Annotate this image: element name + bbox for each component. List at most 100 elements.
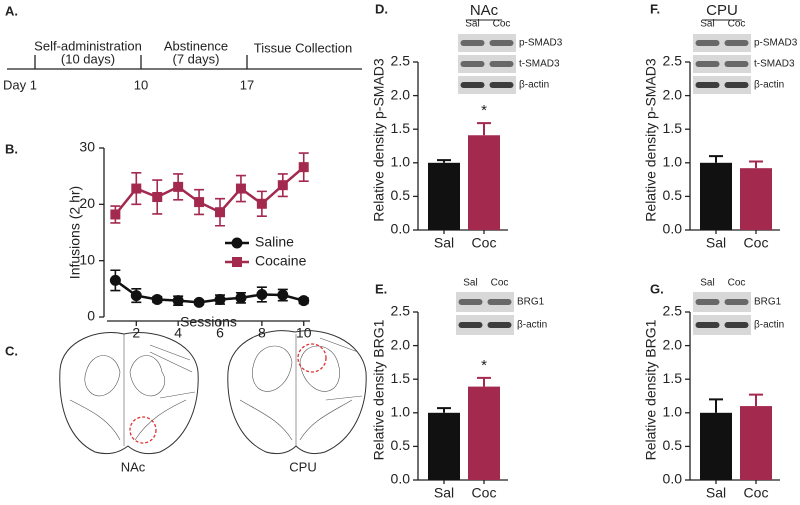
data-point [235, 292, 247, 304]
chart-title: CPU [706, 2, 738, 19]
error-bar [437, 407, 451, 413]
chart-title: NAc [470, 2, 499, 19]
data-point [152, 192, 163, 203]
y-tick-label: 0.0 [663, 471, 683, 487]
y-tick-label: 10 [79, 251, 95, 267]
y-tick-label: 0.0 [391, 471, 411, 487]
data-point [194, 197, 205, 208]
blot-band [695, 40, 720, 46]
y-tick-label: 1.5 [663, 120, 683, 136]
band-label: t-SMAD3 [754, 59, 795, 70]
region-label: CPU [289, 459, 316, 474]
y-tick-label: 1.0 [663, 404, 683, 420]
error-bar [477, 122, 491, 136]
blot-band [489, 61, 514, 67]
blot-strip [693, 76, 751, 94]
band-label: β-actin [519, 80, 549, 91]
x-tick-label: 4 [174, 325, 182, 341]
bar [468, 135, 500, 230]
blot-strip [693, 315, 751, 335]
blot-band [489, 82, 514, 88]
data-point [214, 294, 226, 306]
y-tick-label: 0.0 [391, 221, 411, 237]
y-tick-label: 2.5 [391, 53, 411, 69]
data-point [110, 209, 121, 220]
y-tick-label: 20 [79, 195, 95, 211]
blot-band [489, 40, 514, 46]
y-tick-label: 1.5 [663, 370, 683, 386]
blot-strip [456, 292, 514, 312]
band-label: BRG1 [754, 297, 782, 308]
data-point [256, 198, 267, 209]
y-tick-label: 2.0 [663, 336, 683, 352]
day-label: 10 [134, 77, 148, 92]
y-tick-label: 0 [87, 308, 95, 324]
phase-label: Abstinence [164, 38, 228, 53]
blot-band [458, 322, 483, 328]
blot-band [695, 322, 720, 328]
blot-band [695, 299, 720, 305]
bar [428, 412, 460, 480]
panel-label: A. [5, 3, 18, 18]
blot-band [695, 82, 720, 88]
blot-band [460, 40, 485, 46]
blot-strip [458, 76, 516, 94]
bar [700, 162, 732, 230]
x-tick-label: 10 [296, 325, 312, 341]
panel-label: G. [650, 281, 664, 296]
data-point [215, 207, 226, 218]
legend-marker [231, 237, 243, 249]
panel-label: D. [375, 1, 388, 16]
x-axis-label: Sessions [180, 314, 237, 330]
data-point [130, 290, 142, 302]
legend-marker [232, 257, 242, 267]
blot-strip [458, 55, 516, 73]
bar [740, 168, 772, 230]
band-label: BRG1 [517, 297, 545, 308]
data-point [298, 162, 309, 173]
x-tick-label: 6 [216, 325, 224, 341]
y-tick-label: 2.5 [663, 53, 683, 69]
lane-label: Coc [728, 19, 746, 30]
band-label: p-SMAD3 [519, 38, 563, 49]
data-point [151, 294, 163, 306]
x-tick-label: Coc [744, 485, 769, 501]
phase-detail: (10 days) [61, 51, 115, 66]
phase-label: Self-administration [34, 38, 142, 53]
lane-label: Coc [728, 278, 746, 289]
y-tick-label: 1.0 [391, 154, 411, 170]
y-tick-label: 2.0 [391, 336, 411, 352]
x-tick-label: Sal [434, 235, 454, 251]
blot-band [724, 299, 749, 305]
x-tick-label: Sal [706, 485, 726, 501]
x-tick-label: 8 [258, 325, 266, 341]
data-point [277, 180, 288, 191]
lane-label: Sal [700, 278, 714, 289]
legend-label: Cocaine [255, 253, 307, 269]
blot-band [487, 322, 512, 328]
lane-label: Sal [465, 19, 479, 30]
y-tick-label: 1.5 [391, 120, 411, 136]
y-axis-label: Relative density BRG1 [643, 319, 659, 460]
bar [740, 406, 772, 480]
y-tick-label: 2.0 [391, 86, 411, 102]
panel-label: F. [650, 1, 660, 16]
blot-band [487, 299, 512, 305]
y-tick-label: 0.5 [391, 437, 411, 453]
error-bar [437, 159, 451, 163]
data-point [131, 183, 142, 194]
blot-band [460, 61, 485, 67]
data-point [298, 295, 310, 307]
y-axis-label: Infusions (2 hr) [67, 186, 83, 279]
data-point [172, 295, 184, 307]
series-line [114, 279, 305, 304]
y-tick-label: 1.0 [663, 154, 683, 170]
data-point [277, 289, 289, 301]
brain-section [59, 332, 199, 455]
error-bar [477, 376, 491, 387]
lane-label: Coc [493, 19, 511, 30]
data-point [109, 274, 121, 286]
y-axis-label: Relative density BRG1 [371, 319, 387, 460]
blot-strip [458, 34, 516, 52]
region-label: NAc [121, 459, 146, 474]
